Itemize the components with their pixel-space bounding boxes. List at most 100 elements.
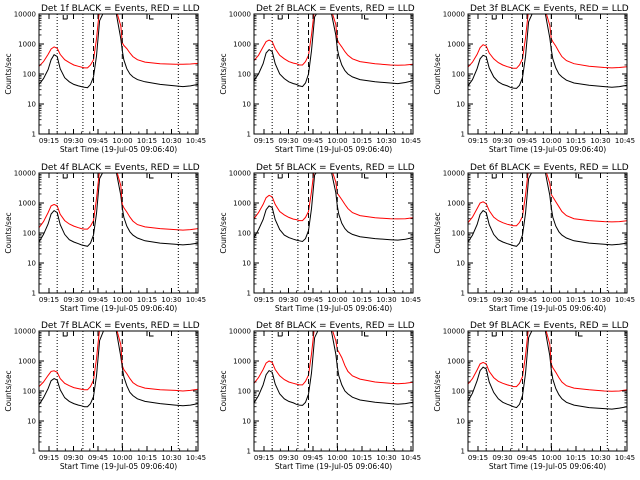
y-tick-label: 1 <box>247 448 251 456</box>
x-tick-label: 09:30 <box>278 296 298 304</box>
y-tick-label: 1000 <box>233 358 251 366</box>
x-tick-label: 09:15 <box>39 137 59 145</box>
panel-det-8: Det 8f BLACK = Events, RED = LLD 1 10 100 10… <box>219 321 421 471</box>
panel-title: Det 9f BLACK = Events, RED = LLD <box>470 321 629 331</box>
series-line-lld <box>39 173 198 231</box>
y-tick-label: 1000 <box>447 358 465 366</box>
panel-det-6: Det 6f BLACK = Events, RED = LLD 1 10 100 10… <box>433 163 635 313</box>
series-line-lld <box>254 173 413 222</box>
y-tick-label: 100 <box>23 230 36 238</box>
x-tick-label: 09:15 <box>468 296 488 304</box>
x-tick-label: 09:30 <box>63 137 83 145</box>
y-tick-label: 10 <box>242 418 251 426</box>
y-axis-label: Counts/sec <box>219 370 228 411</box>
plot-frame <box>38 330 199 452</box>
y-tick-label: 10000 <box>14 170 36 178</box>
panel-det-7: Det 7f BLACK = Events, RED = LLD 1 10 100 10… <box>4 321 206 471</box>
top-bracket-mark <box>62 174 68 179</box>
panel-det-9: Det 9f BLACK = Events, RED = LLD 1 10 100 10… <box>433 321 635 471</box>
y-tick-label: 10000 <box>443 170 465 178</box>
top-bracket-mark <box>578 15 583 20</box>
top-bracket-mark <box>364 332 369 337</box>
x-tick-label: 10:30 <box>376 454 396 462</box>
y-tick-label: 1000 <box>18 358 36 366</box>
x-tick-label: 09:30 <box>492 454 512 462</box>
series-line-events <box>468 331 627 410</box>
y-tick-label: 1000 <box>447 41 465 49</box>
x-tick-label: 10:00 <box>327 137 347 145</box>
series-line-events <box>254 173 413 243</box>
series-line-events <box>468 14 627 89</box>
panel-title: Det 7f BLACK = Events, RED = LLD <box>41 321 200 331</box>
x-tick-label: 09:15 <box>254 137 274 145</box>
panel-title: Det 2f BLACK = Events, RED = LLD <box>256 4 415 14</box>
x-tick-label: 10:30 <box>376 137 396 145</box>
x-axis-label: Start Time (19-Jul-05 09:06:40) <box>275 304 392 313</box>
x-tick-label: 10:45 <box>186 137 206 145</box>
top-bracket-mark <box>149 174 154 179</box>
panel-det-3: Det 3f BLACK = Events, RED = LLD 1 10 100 10… <box>433 4 635 154</box>
top-bracket-mark <box>277 174 283 179</box>
y-tick-label: 1000 <box>18 41 36 49</box>
x-tick-label: 09:15 <box>254 454 274 462</box>
x-tick-label: 09:15 <box>39 296 59 304</box>
x-tick-label: 10:30 <box>590 454 610 462</box>
x-tick-label: 10:15 <box>566 454 586 462</box>
x-tick-label: 09:30 <box>278 137 298 145</box>
plot-frame <box>253 172 414 294</box>
x-tick-label: 09:45 <box>303 137 323 145</box>
panel-title: Det 1f BLACK = Events, RED = LLD <box>41 4 200 14</box>
y-tick-label: 10000 <box>14 11 36 19</box>
x-tick-label: 09:30 <box>492 296 512 304</box>
y-axis-label: Counts/sec <box>4 212 13 253</box>
x-tick-label: 09:30 <box>63 296 83 304</box>
x-tick-label: 10:45 <box>401 137 421 145</box>
y-tick-label: 10 <box>27 418 36 426</box>
y-tick-label: 100 <box>238 230 251 238</box>
x-tick-label: 10:30 <box>161 137 181 145</box>
x-tick-label: 10:15 <box>137 454 157 462</box>
y-tick-label: 10000 <box>229 328 251 336</box>
x-tick-label: 10:30 <box>590 296 610 304</box>
x-tick-label: 09:15 <box>39 454 59 462</box>
y-axis-label: Counts/sec <box>4 53 13 94</box>
x-tick-label: 09:30 <box>63 454 83 462</box>
x-tick-label: 10:45 <box>401 454 421 462</box>
y-tick-label: 100 <box>238 71 251 79</box>
series-line-events <box>39 331 198 408</box>
top-bracket-mark <box>364 15 369 20</box>
x-tick-label: 10:30 <box>161 454 181 462</box>
x-tick-label: 10:15 <box>566 137 586 145</box>
y-tick-label: 1000 <box>233 200 251 208</box>
y-tick-label: 1 <box>32 131 36 139</box>
top-bracket-mark <box>149 15 154 20</box>
y-tick-label: 10 <box>242 260 251 268</box>
x-tick-label: 09:45 <box>303 296 323 304</box>
series-line-events <box>254 14 413 88</box>
series-line-lld <box>39 331 198 392</box>
y-tick-label: 10000 <box>14 328 36 336</box>
y-axis-label: Counts/sec <box>433 370 442 411</box>
y-axis-label: Counts/sec <box>433 53 442 94</box>
x-tick-label: 10:15 <box>352 454 372 462</box>
x-tick-label: 10:00 <box>112 296 132 304</box>
panel-title: Det 8f BLACK = Events, RED = LLD <box>256 321 415 331</box>
y-axis-label: Counts/sec <box>219 53 228 94</box>
y-tick-label: 100 <box>452 230 465 238</box>
x-tick-label: 10:00 <box>327 296 347 304</box>
x-tick-label: 09:45 <box>303 454 323 462</box>
y-axis-label: Counts/sec <box>4 370 13 411</box>
top-bracket-mark <box>149 332 154 337</box>
top-bracket-mark <box>578 332 583 337</box>
series-line-lld <box>468 14 627 69</box>
x-tick-label: 10:45 <box>401 296 421 304</box>
y-tick-label: 1 <box>247 290 251 298</box>
x-axis-label: Start Time (19-Jul-05 09:06:40) <box>275 462 392 471</box>
series-line-events <box>468 173 627 247</box>
series-line-lld <box>254 331 413 386</box>
x-tick-label: 10:30 <box>376 296 396 304</box>
x-tick-label: 09:15 <box>468 137 488 145</box>
y-tick-label: 10 <box>27 260 36 268</box>
plot-frame <box>467 172 628 294</box>
x-axis-label: Start Time (19-Jul-05 09:06:40) <box>489 462 606 471</box>
